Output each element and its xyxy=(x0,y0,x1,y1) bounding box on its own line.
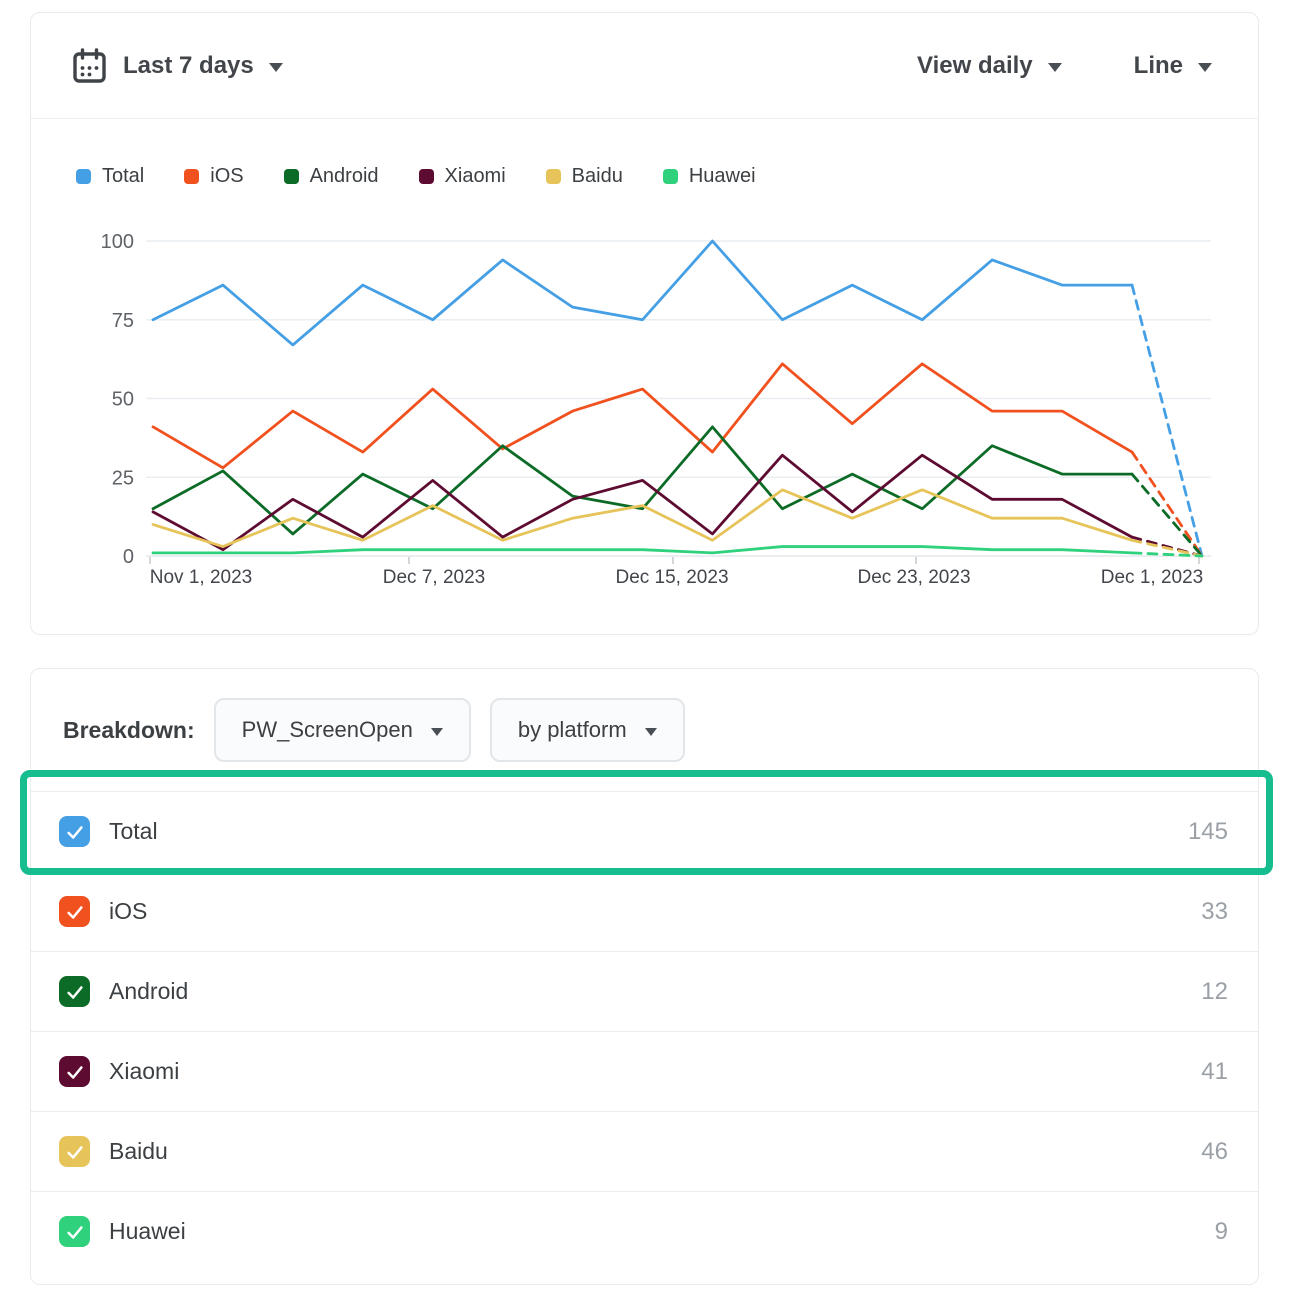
series-line-android xyxy=(151,425,1134,536)
check-icon xyxy=(66,825,83,839)
checkbox-total[interactable] xyxy=(59,816,90,847)
check-icon xyxy=(66,1145,83,1159)
checkbox-huawei[interactable] xyxy=(59,1216,90,1247)
x-axis-label: Dec 1, 2023 xyxy=(1101,567,1203,588)
legend-item-baidu[interactable]: Baidu xyxy=(545,165,623,188)
series-line-dashed-ios xyxy=(1130,450,1204,558)
legend-label: iOS xyxy=(210,165,244,187)
chart-type-selector[interactable]: Line xyxy=(1134,52,1212,80)
date-range-selector[interactable]: Last 7 days xyxy=(71,47,283,85)
breakdown-row-baidu: Baidu 46 xyxy=(31,1111,1258,1191)
row-label: iOS xyxy=(109,898,148,924)
breakdown-toolbar: Breakdown: PW_ScreenOpen by platform xyxy=(31,669,1258,791)
legend-item-total[interactable]: Total xyxy=(76,165,144,188)
x-axis-label: Dec 23, 2023 xyxy=(857,567,970,588)
chevron-down-icon xyxy=(268,62,283,72)
series-line-baidu xyxy=(151,488,1134,548)
breakdown-row-android: Android 12 xyxy=(31,951,1258,1031)
row-label: Baidu xyxy=(109,1138,168,1164)
series-line-total xyxy=(151,239,1134,347)
legend-label: Total xyxy=(102,165,145,187)
breakdown-row-total: Total 145 xyxy=(31,791,1258,871)
checkbox-xiaomi[interactable] xyxy=(59,1056,90,1087)
legend-item-android[interactable]: Android xyxy=(283,165,379,188)
legend-swatch xyxy=(418,169,434,184)
legend-item-ios[interactable]: iOS xyxy=(184,165,244,188)
checkbox-android[interactable] xyxy=(59,976,90,1007)
row-value: 9 xyxy=(1214,1217,1228,1245)
y-axis-tick-label: 75 xyxy=(112,310,134,332)
row-label: Android xyxy=(109,978,189,1004)
legend-swatch xyxy=(545,169,561,184)
breakdown-row-xiaomi: Xiaomi 41 xyxy=(31,1031,1258,1111)
check-icon xyxy=(66,1065,83,1079)
legend-swatch xyxy=(184,169,200,184)
breakdown-label: Breakdown: xyxy=(63,716,195,743)
legend-swatch xyxy=(76,169,91,184)
line-chart: 0 25 50 75 100 Nov 1, 2023 Dec 7, 2023 Dec 15, … xyxy=(101,231,1211,588)
chart-legend: Total iOS Android Xiaomi Baidu Huawei xyxy=(76,165,756,188)
series-line-xiaomi xyxy=(151,453,1134,552)
row-label: Total xyxy=(109,818,158,844)
event-selector-value: PW_ScreenOpen xyxy=(241,717,413,742)
legend-swatch xyxy=(283,169,299,184)
date-range-label: Last 7 days xyxy=(123,51,254,79)
check-icon xyxy=(66,985,83,999)
chevron-down-icon xyxy=(1198,62,1212,72)
view-mode-label: View daily xyxy=(917,51,1033,79)
row-value: 145 xyxy=(1187,817,1228,845)
x-axis-label: Nov 1, 2023 xyxy=(150,567,252,588)
chart-type-label: Line xyxy=(1133,51,1183,79)
chevron-down-icon xyxy=(430,727,443,736)
row-value: 46 xyxy=(1201,1137,1228,1165)
chevron-down-icon xyxy=(1047,62,1062,72)
y-axis-tick-label: 0 xyxy=(123,546,134,568)
row-value: 41 xyxy=(1201,1057,1228,1085)
breakdown-card: Breakdown: PW_ScreenOpen by platform Tot… xyxy=(30,668,1259,1285)
dimension-selector-value: by platform xyxy=(517,717,627,742)
row-label: Huawei xyxy=(109,1218,186,1244)
series-line-ios xyxy=(151,362,1134,470)
checkbox-ios[interactable] xyxy=(59,896,90,927)
legend-label: Xiaomi xyxy=(444,165,506,187)
series-line-dashed-huawei xyxy=(1130,551,1204,558)
row-value: 12 xyxy=(1201,977,1228,1005)
legend-swatch xyxy=(662,169,678,184)
event-selector-dropdown[interactable]: PW_ScreenOpen xyxy=(213,698,471,762)
y-axis-tick-label: 100 xyxy=(101,231,134,253)
x-axis-label: Dec 15, 2023 xyxy=(615,567,728,588)
breakdown-row-huawei: Huawei 9 xyxy=(31,1191,1258,1271)
chart-card: Last 7 days View daily Line Total iOS Andr… xyxy=(30,12,1259,635)
legend-item-xiaomi[interactable]: Xiaomi xyxy=(418,165,506,188)
series-line-dashed-baidu xyxy=(1130,538,1204,558)
chart-toolbar: Last 7 days View daily Line xyxy=(31,13,1258,119)
check-icon xyxy=(66,905,83,919)
legend-label: Baidu xyxy=(571,165,623,187)
series-line-dashed-total xyxy=(1130,283,1204,558)
view-mode-selector[interactable]: View daily xyxy=(917,52,1062,80)
series-line-huawei xyxy=(151,545,1134,555)
row-value: 33 xyxy=(1201,897,1228,925)
dimension-selector-dropdown[interactable]: by platform xyxy=(489,698,685,762)
y-axis-tick-label: 25 xyxy=(112,467,134,489)
breakdown-table: Total 145 iOS 33 Android 12 Xiaomi 41 Baidu 46 Hua… xyxy=(31,791,1258,1271)
breakdown-row-ios: iOS 33 xyxy=(31,871,1258,951)
legend-item-huawei[interactable]: Huawei xyxy=(662,165,756,188)
chevron-down-icon xyxy=(644,727,657,736)
x-axis-label: Dec 7, 2023 xyxy=(383,567,485,588)
series-line-dashed-xiaomi xyxy=(1130,535,1204,558)
row-label: Xiaomi xyxy=(109,1058,180,1084)
legend-label: Android xyxy=(309,165,379,187)
series-line-dashed-android xyxy=(1130,472,1204,558)
calendar-icon xyxy=(71,47,108,85)
legend-label: Huawei xyxy=(688,165,756,187)
y-axis-tick-label: 50 xyxy=(112,389,134,411)
check-icon xyxy=(66,1225,83,1239)
checkbox-baidu[interactable] xyxy=(59,1136,90,1167)
